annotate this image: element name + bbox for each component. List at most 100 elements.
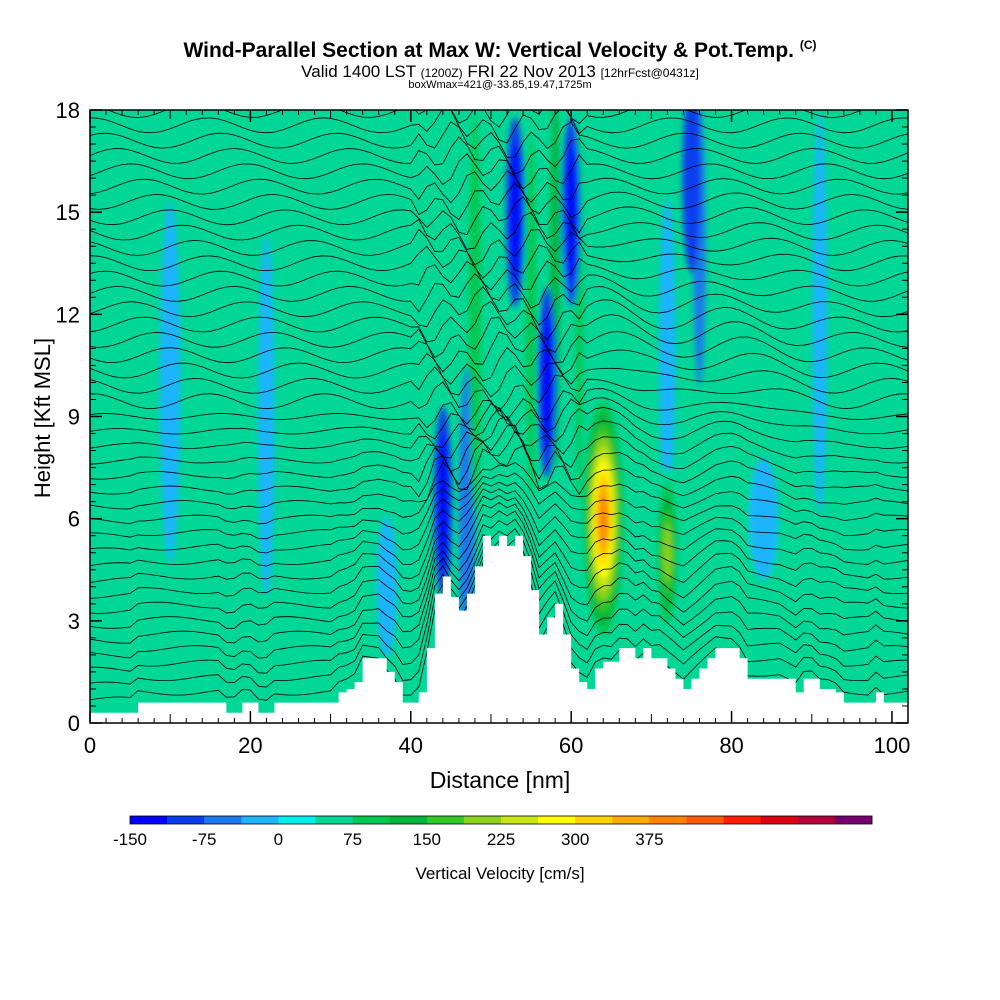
theta-contour-5 [90, 518, 908, 629]
colorbar-swatch [501, 816, 539, 824]
plot-area [90, 110, 908, 723]
theta-contour-16 [90, 415, 908, 465]
theta-contour-22 [90, 346, 908, 385]
colorbar-swatch [612, 816, 650, 824]
colorbar-tick-label: 150 [413, 830, 441, 849]
chart-title-text: Wind-Parallel Section at Max W: Vertical… [183, 39, 794, 62]
theta-contour-38 [90, 110, 908, 144]
x-axis-label: Distance [nm] [429, 767, 571, 793]
colorbar-swatch [538, 816, 576, 824]
theta-contour-21 [90, 362, 908, 398]
colorbar-swatch [315, 816, 353, 824]
theta-contour-36 [90, 136, 908, 175]
colorbar-tick-label: 75 [343, 830, 362, 849]
terrain-mask [90, 535, 908, 723]
colorbar-swatch [834, 816, 873, 824]
x-tick-label: 100 [874, 733, 911, 758]
y-tick-label: 9 [68, 405, 80, 430]
colorbar-swatch [204, 816, 242, 824]
box-info: boxWmax=421@-33.85,19.47,1725m [408, 79, 592, 91]
colorbar-swatch [760, 816, 799, 824]
theta-contour-7 [90, 502, 908, 599]
weak-downdraft-7 [160, 202, 181, 563]
colorbar-frame [129, 815, 873, 825]
theta-contour-14 [90, 430, 908, 498]
y-axis-label: Height [Kft MSL] [30, 337, 55, 499]
theta-contour-8 [90, 494, 908, 583]
theta-contour-33 [90, 182, 908, 221]
theta-contour-12 [90, 462, 908, 525]
theta-contour-24 [90, 314, 908, 359]
colorbar-swatch [463, 816, 502, 824]
theta-contour-19 [90, 388, 908, 429]
chart-title: Wind-Parallel Section at Max W: Vertical… [0, 38, 1000, 63]
colorbar-tick-label: 375 [635, 830, 663, 849]
colorbar-tick-label: 300 [561, 830, 589, 849]
updraft-0-ring-10 [599, 495, 608, 543]
weak-downdraft-0 [258, 236, 275, 597]
colorbar-tick-label: -75 [192, 830, 217, 849]
theta-contour-20 [90, 374, 908, 412]
colorbar-tick-label: 0 [274, 830, 283, 849]
colorbar-swatch [241, 816, 279, 824]
theta-contour-13 [90, 445, 908, 510]
band-0 [232, 578, 253, 719]
colorbar: -150 -75 0 75 150 225 300 375 [113, 815, 873, 849]
theta-contour-11 [90, 472, 908, 540]
downdraft-core-1 [510, 142, 521, 283]
colorbar-swatch [575, 816, 613, 824]
colorbar-tick-label: -150 [113, 830, 147, 849]
copyright-mark: (C) [799, 38, 817, 52]
theta-contour-30 [90, 228, 908, 266]
weak-downdraft-1 [376, 516, 397, 657]
theta-contour-34 [90, 170, 908, 204]
x-tick-label: 80 [719, 733, 743, 758]
colorbar-swatch [352, 816, 390, 824]
weak-downdraft-5 [749, 458, 778, 579]
weak-downdraft-6 [812, 114, 827, 515]
updraft-1-ring-5 [663, 524, 672, 582]
forecast-info: [12hrFcst@0431z] [600, 66, 699, 80]
x-tick-label: 60 [559, 733, 583, 758]
y-tick-label: 6 [68, 507, 80, 532]
y-tick-label: 15 [56, 200, 80, 225]
colorbar-swatch [278, 816, 316, 824]
y-tick-label: 18 [56, 98, 80, 123]
updraft-streak-4 [620, 120, 635, 441]
colorbar-swatch [797, 816, 836, 824]
theta-contour-25 [90, 299, 908, 343]
x-tick-label: 0 [84, 733, 96, 758]
theta-contour-23 [90, 331, 908, 373]
colorbar-swatch [389, 816, 428, 824]
downdraft-core-4 [686, 110, 697, 249]
theta-contour-27 [90, 272, 908, 313]
theta-contour-28 [90, 257, 908, 291]
y-tick-label: 3 [68, 609, 80, 634]
colorbar-swatch [167, 816, 205, 824]
theta-contour-9 [90, 488, 908, 567]
colorbar-swatch [686, 816, 724, 824]
theta-contour-26 [90, 286, 908, 328]
downdraft-core-3 [542, 312, 553, 453]
x-axis: 0 20 40 60 80 100 [84, 110, 910, 758]
y-tick-label: 0 [68, 711, 80, 736]
theta-contour-37 [90, 121, 908, 158]
theta-contour-17 [90, 406, 908, 449]
theta-contour-29 [90, 241, 908, 279]
valid-utc: (1200Z) [420, 66, 463, 80]
chart-subtitle: Valid 1400 LST (1200Z) FRI 22 Nov 2013 [… [0, 62, 1000, 82]
theta-contour-32 [90, 196, 908, 236]
theta-contour-10 [90, 481, 908, 554]
valid-date: FRI 22 Nov 2013 [467, 62, 596, 81]
valid-time: Valid 1400 LST [301, 62, 416, 81]
theta-contour-35 [90, 153, 908, 190]
downdraft-core-2 [566, 142, 577, 283]
colorbar-swatch [426, 816, 465, 824]
colorbar-swatch [649, 816, 687, 824]
theta-contour-18 [90, 397, 908, 440]
y-axis: 0 3 6 9 12 15 18 [56, 98, 908, 736]
theta-contours [90, 110, 908, 701]
theta-contour-39 [106, 110, 863, 128]
colorbar-tick-label: 225 [487, 830, 515, 849]
